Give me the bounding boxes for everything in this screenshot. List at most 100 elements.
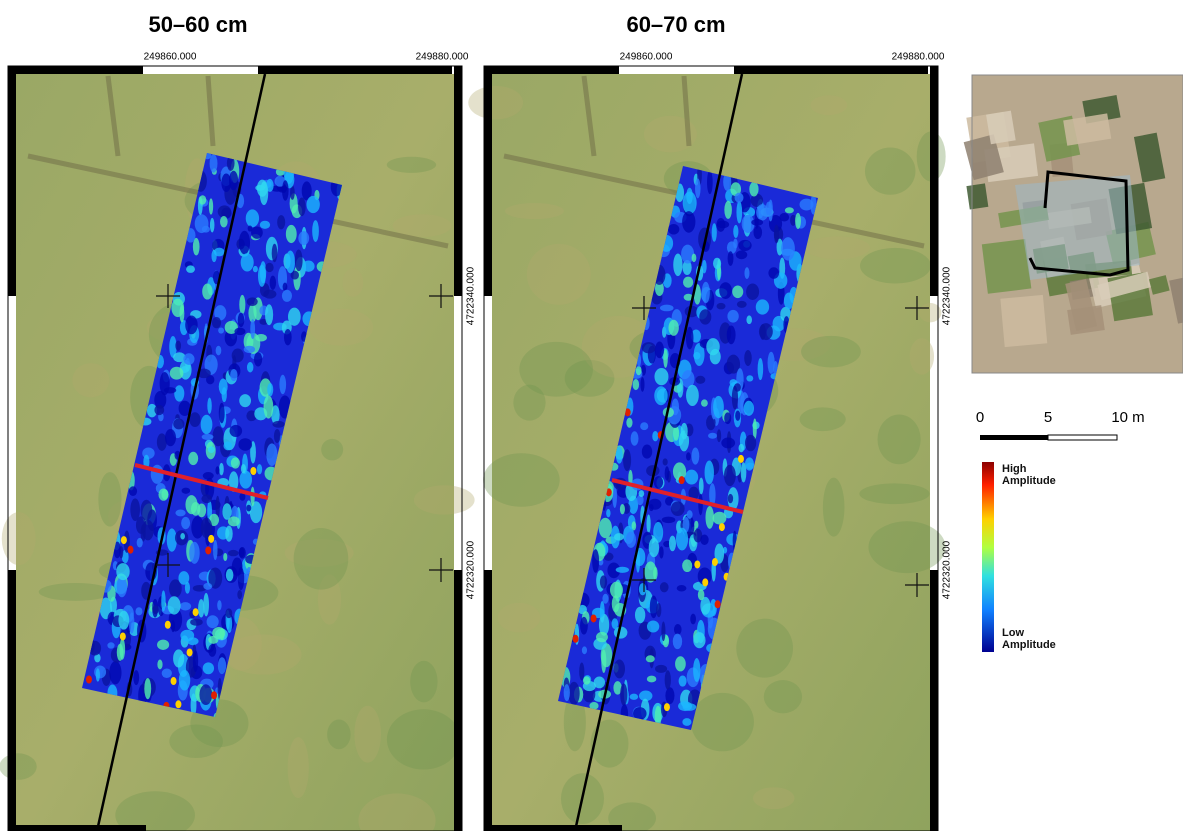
amplitude-spot <box>606 509 610 517</box>
amplitude-peak <box>712 558 718 566</box>
amplitude-spot <box>650 596 658 619</box>
amplitude-spot <box>201 494 212 503</box>
amplitude-spot <box>117 644 124 661</box>
x-coordinate-label: 249880.000 <box>416 52 469 63</box>
amplitude-spot <box>695 179 701 199</box>
amplitude-spot <box>698 493 703 515</box>
amplitude-spot <box>660 305 674 312</box>
amplitude-spot <box>203 662 214 674</box>
amplitude-spot <box>739 444 745 452</box>
vegetation-patch <box>414 485 475 514</box>
amplitude-spot <box>185 315 197 334</box>
amplitude-spot <box>677 585 687 591</box>
amplitude-spot <box>734 383 741 391</box>
amplitude-spot <box>232 349 244 363</box>
amplitude-peak <box>591 614 597 622</box>
amplitude-spot <box>175 509 185 516</box>
amplitude-spot <box>646 515 650 534</box>
vegetation-patch <box>387 157 436 173</box>
amplitude-spot <box>220 216 228 227</box>
inset-field <box>966 183 988 209</box>
amplitude-spot <box>154 405 164 415</box>
amplitude-spot <box>162 668 172 678</box>
amplitude-spot <box>238 567 244 590</box>
amplitude-spot <box>238 313 245 327</box>
amplitude-spot <box>286 225 297 243</box>
amplitude-spot <box>234 328 245 335</box>
amplitude-spot <box>631 431 639 446</box>
frame-bar <box>8 66 143 74</box>
amplitude-spot <box>635 607 645 624</box>
amplitude-spot <box>648 499 661 510</box>
amplitude-spot <box>283 283 288 291</box>
vegetation-patch <box>736 619 793 678</box>
amplitude-spot <box>223 553 227 561</box>
amplitude-spot <box>717 303 726 309</box>
amplitude-spot <box>640 377 644 392</box>
amplitude-spot <box>724 412 731 424</box>
amplitude-spot <box>696 376 706 384</box>
amplitude-spot <box>195 214 209 233</box>
scale-label: 10 m <box>1111 409 1144 426</box>
amplitude-spot <box>210 154 218 172</box>
amplitude-spot <box>683 703 697 711</box>
amplitude-spot <box>679 675 687 686</box>
amplitude-spot <box>157 640 169 650</box>
amplitude-spot <box>170 367 184 380</box>
amplitude-spot <box>174 385 184 401</box>
amplitude-spot <box>744 401 754 416</box>
amplitude-spot <box>279 375 286 394</box>
amplitude-peak <box>205 546 211 554</box>
amplitude-spot <box>218 327 224 333</box>
amplitude-spot <box>758 358 764 380</box>
y-coordinate-label: 4722340.000 <box>466 266 477 325</box>
amplitude-spot <box>594 677 605 689</box>
amplitude-spot <box>751 219 763 226</box>
amplitude-spot <box>277 215 285 229</box>
amplitude-spot <box>208 446 215 453</box>
amplitude-spot <box>203 583 212 590</box>
amplitude-spot <box>686 452 691 460</box>
amplitude-peak <box>573 635 579 643</box>
amplitude-spot <box>728 494 733 503</box>
amplitude-spot <box>107 642 114 648</box>
amplitude-spot <box>600 575 607 588</box>
amplitude-spot <box>614 660 625 679</box>
amplitude-spot <box>213 540 218 560</box>
amplitude-peak <box>250 467 256 475</box>
amplitude-spot <box>239 295 245 314</box>
vegetation-patch <box>72 363 109 397</box>
amplitude-spot <box>768 352 775 374</box>
amplitude-spot <box>661 621 665 641</box>
amplitude-spot <box>246 209 259 227</box>
amplitude-spot <box>760 324 766 340</box>
amplitude-spot <box>706 338 719 355</box>
frame-bar <box>930 66 938 296</box>
amplitude-spot <box>202 434 214 440</box>
amplitude-spot <box>746 375 753 381</box>
amplitude-spot <box>665 687 674 704</box>
amplitude-spot <box>665 466 670 480</box>
amplitude-spot <box>735 411 740 421</box>
amplitude-spot <box>144 678 151 699</box>
amplitude-spot <box>298 198 306 217</box>
frame-bar <box>492 825 622 831</box>
amplitude-spot <box>228 550 239 556</box>
vegetation-patch <box>387 709 460 769</box>
amplitude-spot <box>298 231 309 245</box>
amplitude-spot <box>699 309 711 324</box>
amplitude-spot <box>202 284 212 300</box>
amplitude-spot <box>744 350 752 366</box>
amplitude-spot <box>774 225 779 244</box>
amplitude-spot <box>692 254 697 262</box>
amplitude-spot <box>171 299 184 317</box>
amplitude-spot <box>210 218 215 233</box>
amplitude-peak <box>187 648 193 656</box>
y-coordinate-label: 4722340.000 <box>942 266 953 325</box>
amplitude-spot <box>733 225 738 238</box>
amplitude-spot <box>705 506 713 529</box>
x-coordinate-label: 249880.000 <box>892 52 945 63</box>
amplitude-spot <box>727 310 738 323</box>
amplitude-spot <box>749 182 758 197</box>
amplitude-spot <box>693 632 705 648</box>
